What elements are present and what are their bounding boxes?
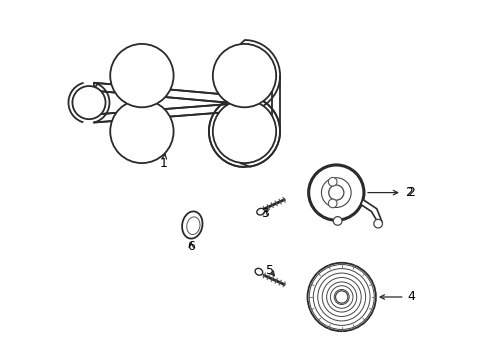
Circle shape — [212, 44, 276, 107]
Ellipse shape — [307, 164, 364, 221]
Circle shape — [321, 178, 350, 207]
Ellipse shape — [255, 268, 262, 275]
Circle shape — [333, 217, 341, 225]
Circle shape — [313, 269, 369, 325]
Text: 3: 3 — [261, 207, 269, 220]
Circle shape — [309, 166, 363, 220]
Circle shape — [212, 100, 276, 163]
Circle shape — [328, 177, 336, 186]
Text: 4: 4 — [407, 291, 414, 303]
Circle shape — [335, 291, 347, 303]
Circle shape — [317, 273, 365, 321]
Text: 2: 2 — [367, 186, 412, 199]
Circle shape — [321, 178, 350, 207]
Circle shape — [110, 100, 173, 163]
Circle shape — [333, 289, 348, 305]
Circle shape — [330, 286, 352, 308]
Circle shape — [72, 86, 105, 119]
Circle shape — [328, 185, 343, 200]
Circle shape — [373, 219, 382, 228]
Circle shape — [328, 199, 336, 208]
Text: 1: 1 — [159, 154, 167, 170]
Ellipse shape — [256, 208, 264, 215]
Text: 2: 2 — [407, 186, 414, 199]
Circle shape — [322, 278, 361, 316]
Text: 5: 5 — [266, 264, 274, 277]
Ellipse shape — [182, 211, 202, 239]
Circle shape — [307, 263, 375, 331]
Circle shape — [110, 44, 173, 107]
FancyBboxPatch shape — [330, 154, 374, 198]
Circle shape — [308, 265, 373, 329]
Text: 6: 6 — [187, 240, 195, 253]
Polygon shape — [354, 198, 382, 225]
Circle shape — [326, 282, 356, 312]
Circle shape — [309, 166, 363, 220]
Ellipse shape — [186, 217, 200, 235]
Circle shape — [328, 185, 343, 200]
